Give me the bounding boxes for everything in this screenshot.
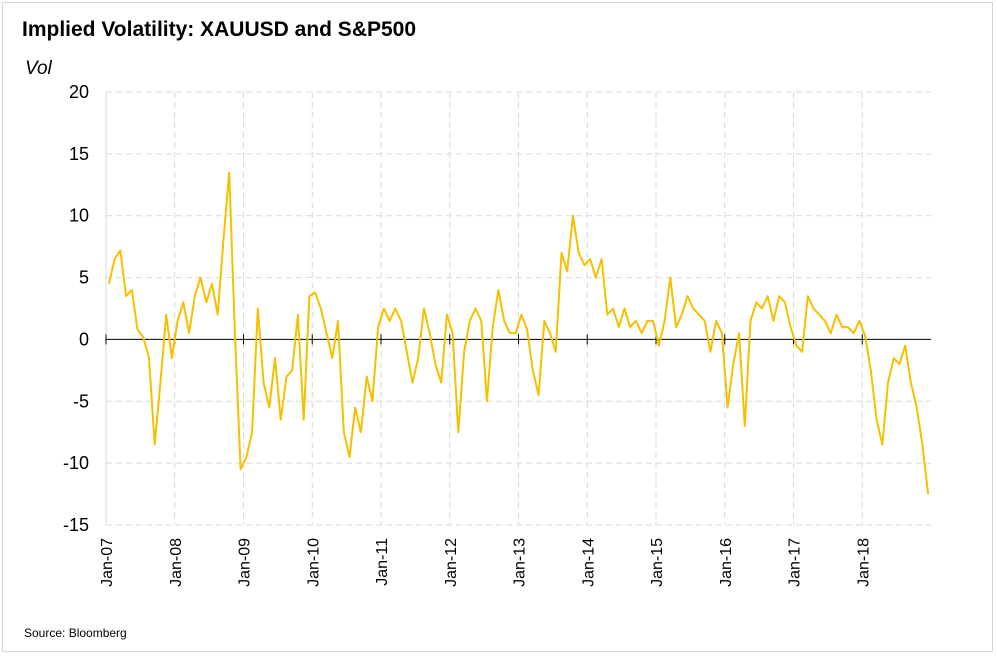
chart-title: Implied Volatility: XAUUSD and S&P500 (22, 18, 417, 41)
gridlines (105, 91, 931, 526)
zero-axis (105, 334, 931, 345)
x-tick-label: Jan-10 (305, 538, 322, 587)
y-tick-label: 10 (69, 206, 89, 226)
x-tick-label: Jan-07 (99, 538, 116, 587)
y-tick-label: 15 (69, 144, 89, 164)
y-tick-label: -10 (63, 453, 89, 473)
x-tick-label: Jan-11 (374, 538, 391, 586)
x-tick-label: Jan-13 (512, 538, 529, 587)
y-tick-label: 20 (69, 82, 89, 102)
x-tick-label: Jan-08 (168, 538, 185, 587)
x-tick-label: Jan-16 (718, 538, 735, 587)
y-axis-label: Vol (25, 58, 52, 79)
x-tick-label: Jan-12 (443, 538, 460, 587)
y-tick-label: -5 (73, 391, 89, 411)
x-tick-label: Jan-09 (237, 538, 254, 587)
y-tick-label: -15 (63, 515, 89, 535)
x-tick-label: Jan-17 (787, 538, 804, 587)
x-tick-label: Jan-15 (649, 538, 666, 587)
series-line-implied-vol-spread (107, 171, 930, 495)
x-tick-label: Jan-18 (855, 538, 872, 587)
x-tick-label: Jan-14 (580, 538, 597, 587)
y-tick-label: 5 (79, 268, 89, 288)
x-axis-ticks: Jan-07 Jan-08 Jan-09 Jan-10 Jan-11 Jan-12 Jan-… (99, 538, 872, 587)
y-tick-label: 0 (79, 329, 89, 349)
y-axis-ticks: 20 15 10 5 0 -5 -10 -15 (63, 82, 89, 535)
series-layer (107, 171, 930, 495)
source-note: Source: Bloomberg (24, 626, 127, 640)
